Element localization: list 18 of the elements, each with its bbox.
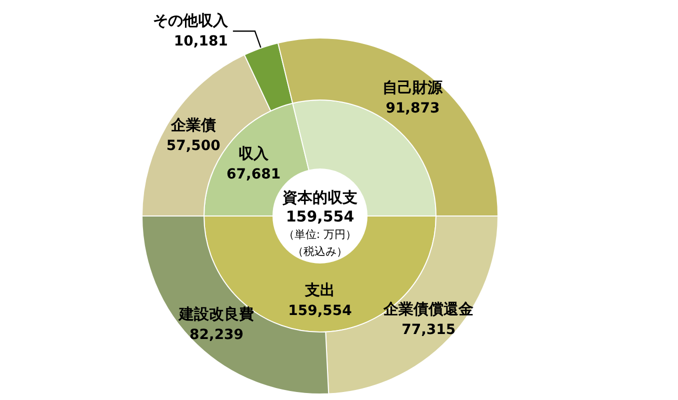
data-label: 67,681 — [226, 166, 281, 182]
text: 159,554 — [286, 208, 354, 226]
data-label: 91,873 — [386, 100, 440, 117]
slice-label: 支出 — [304, 281, 335, 299]
text: （税込み） — [292, 245, 348, 258]
text: 資本的収支 — [282, 188, 358, 206]
text: （単位: 万円） — [283, 228, 357, 241]
data-label: 82,239 — [190, 327, 244, 344]
slice-label: その他収入 — [152, 12, 229, 30]
slice-label: 収入 — [238, 144, 270, 162]
slice-label: 建設改良費 — [178, 305, 254, 324]
data-label: 10,181 — [174, 34, 228, 50]
data-label: 57,500 — [166, 138, 221, 154]
slice-label: 自己財源 — [382, 78, 444, 97]
slice-label: 企業債償還金 — [382, 300, 474, 318]
data-label: 159,554 — [288, 303, 352, 319]
slice-label: 企業債 — [170, 116, 216, 134]
data-label: 77,315 — [402, 322, 456, 338]
